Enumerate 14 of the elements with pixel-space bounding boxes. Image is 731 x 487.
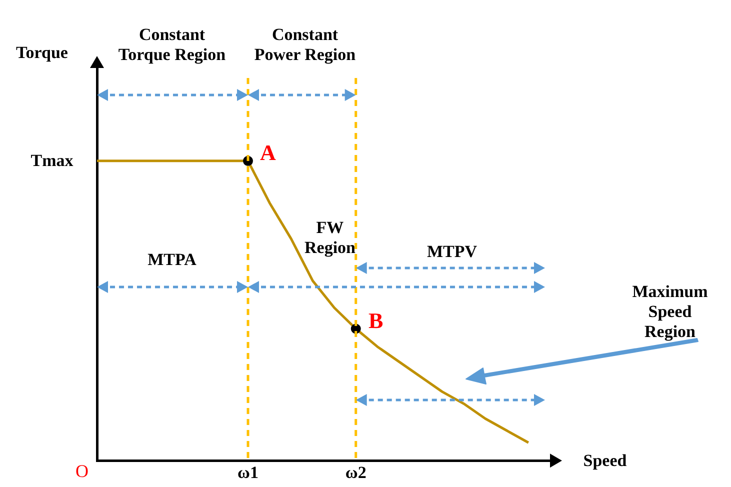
annotation: FW Region xyxy=(304,218,356,258)
annotation: MTPA xyxy=(146,250,198,270)
text: Torque xyxy=(15,43,69,63)
text: Constant Power Region xyxy=(253,25,357,65)
x-axis-title: Speed xyxy=(583,450,627,471)
text: O xyxy=(74,460,90,481)
annotation: A xyxy=(260,140,276,165)
annotation: MTPV xyxy=(426,242,478,262)
x-tick-label: ω1 xyxy=(238,463,258,482)
text: Constant Torque Region xyxy=(117,25,227,65)
annotation: B xyxy=(368,308,384,333)
text: Tmax xyxy=(30,150,74,171)
text: Maximum Speed Region xyxy=(631,282,709,342)
x-tick-label: ω2 xyxy=(345,463,366,482)
